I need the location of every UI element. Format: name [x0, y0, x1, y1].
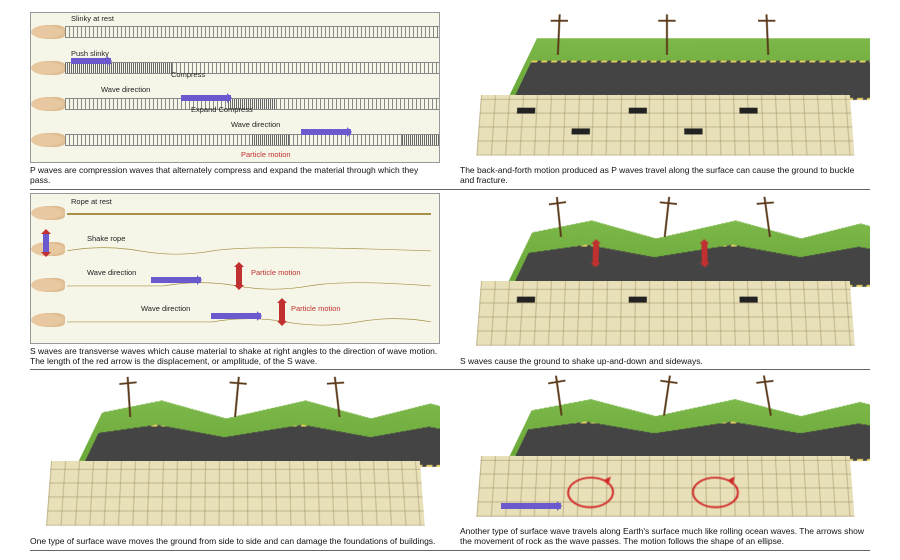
- diagram-p-ground: [460, 12, 870, 163]
- diagram-surface-love: [30, 373, 440, 534]
- wave-arrow-icon: [151, 277, 201, 283]
- label-slinky-rest: Slinky at rest: [71, 14, 114, 23]
- diagram-surface-rayleigh: [460, 373, 870, 524]
- particle-arrow-icon: [592, 242, 599, 265]
- hand-icon: [31, 61, 65, 75]
- hand-icon: [31, 206, 65, 220]
- hand-icon: [31, 97, 65, 111]
- pole-icon: [665, 14, 667, 55]
- ellipse-motion-icon: [473, 456, 857, 524]
- wave-arrow-icon: [301, 129, 351, 135]
- wave-arrow-icon: [181, 95, 231, 101]
- panel-s-rope: Rope at rest Shake rope Wave direction P…: [30, 193, 440, 368]
- label-wave-direction-2: Wave direction: [141, 304, 190, 313]
- label-push-slinky: Push slinky: [71, 49, 109, 58]
- label-compress: Compress: [171, 70, 205, 79]
- shake-arrow-icon: [43, 232, 49, 254]
- wave-arrow-icon: [501, 503, 561, 509]
- caption-s-rope: S waves are transverse waves which cause…: [30, 346, 440, 368]
- pole-icon: [663, 197, 669, 237]
- caption-p-slinky: P waves are compression waves that alter…: [30, 165, 440, 187]
- wave-arrow-icon: [211, 313, 261, 319]
- panel-p-ground: The back-and-forth motion produced as P …: [460, 12, 870, 187]
- row-surface-waves: One type of surface wave moves the groun…: [30, 373, 870, 548]
- label-particle-motion: Particle motion: [241, 150, 291, 159]
- diagram-slinky: Slinky at rest Push slinky Compress Wave…: [30, 12, 440, 163]
- hand-icon: [31, 313, 65, 327]
- pole-icon: [233, 377, 239, 417]
- caption-s-ground: S waves cause the ground to shake up-and…: [460, 356, 870, 368]
- label-expand-compress: Expand Compress: [191, 105, 253, 114]
- label-particle-motion: Particle motion: [251, 268, 301, 277]
- panel-surface-rayleigh: Another type of surface wave travels alo…: [460, 373, 870, 548]
- particle-arrow-icon: [279, 301, 285, 323]
- caption-surface-love: One type of surface wave moves the groun…: [30, 536, 440, 548]
- pole-icon: [662, 375, 670, 415]
- row-s-waves: Rope at rest Shake rope Wave direction P…: [30, 193, 870, 368]
- panel-surface-love: One type of surface wave moves the groun…: [30, 373, 440, 548]
- particle-arrow-icon: [236, 265, 242, 287]
- label-wave-direction: Wave direction: [87, 268, 136, 277]
- panel-s-ground: S waves cause the ground to shake up-and…: [460, 193, 870, 368]
- label-shake-rope: Shake rope: [87, 234, 125, 243]
- caption-surface-rayleigh: Another type of surface wave travels alo…: [460, 526, 870, 548]
- caption-p-ground: The back-and-forth motion produced as P …: [460, 165, 870, 187]
- hand-icon: [31, 25, 65, 39]
- label-wave-direction: Wave direction: [101, 85, 150, 94]
- hand-icon: [31, 278, 65, 292]
- row-p-waves: Slinky at rest Push slinky Compress Wave…: [30, 12, 870, 187]
- diagram-s-ground: [460, 193, 870, 354]
- label-wave-direction-2: Wave direction: [231, 120, 280, 129]
- particle-arrow-icon: [701, 242, 707, 265]
- panel-p-slinky: Slinky at rest Push slinky Compress Wave…: [30, 12, 440, 187]
- hand-icon: [31, 133, 65, 147]
- label-rope-rest: Rope at rest: [71, 197, 112, 206]
- diagram-rope: Rope at rest Shake rope Wave direction P…: [30, 193, 440, 344]
- wave-arrow-icon: [71, 58, 111, 64]
- label-particle-motion-2: Particle motion: [291, 304, 341, 313]
